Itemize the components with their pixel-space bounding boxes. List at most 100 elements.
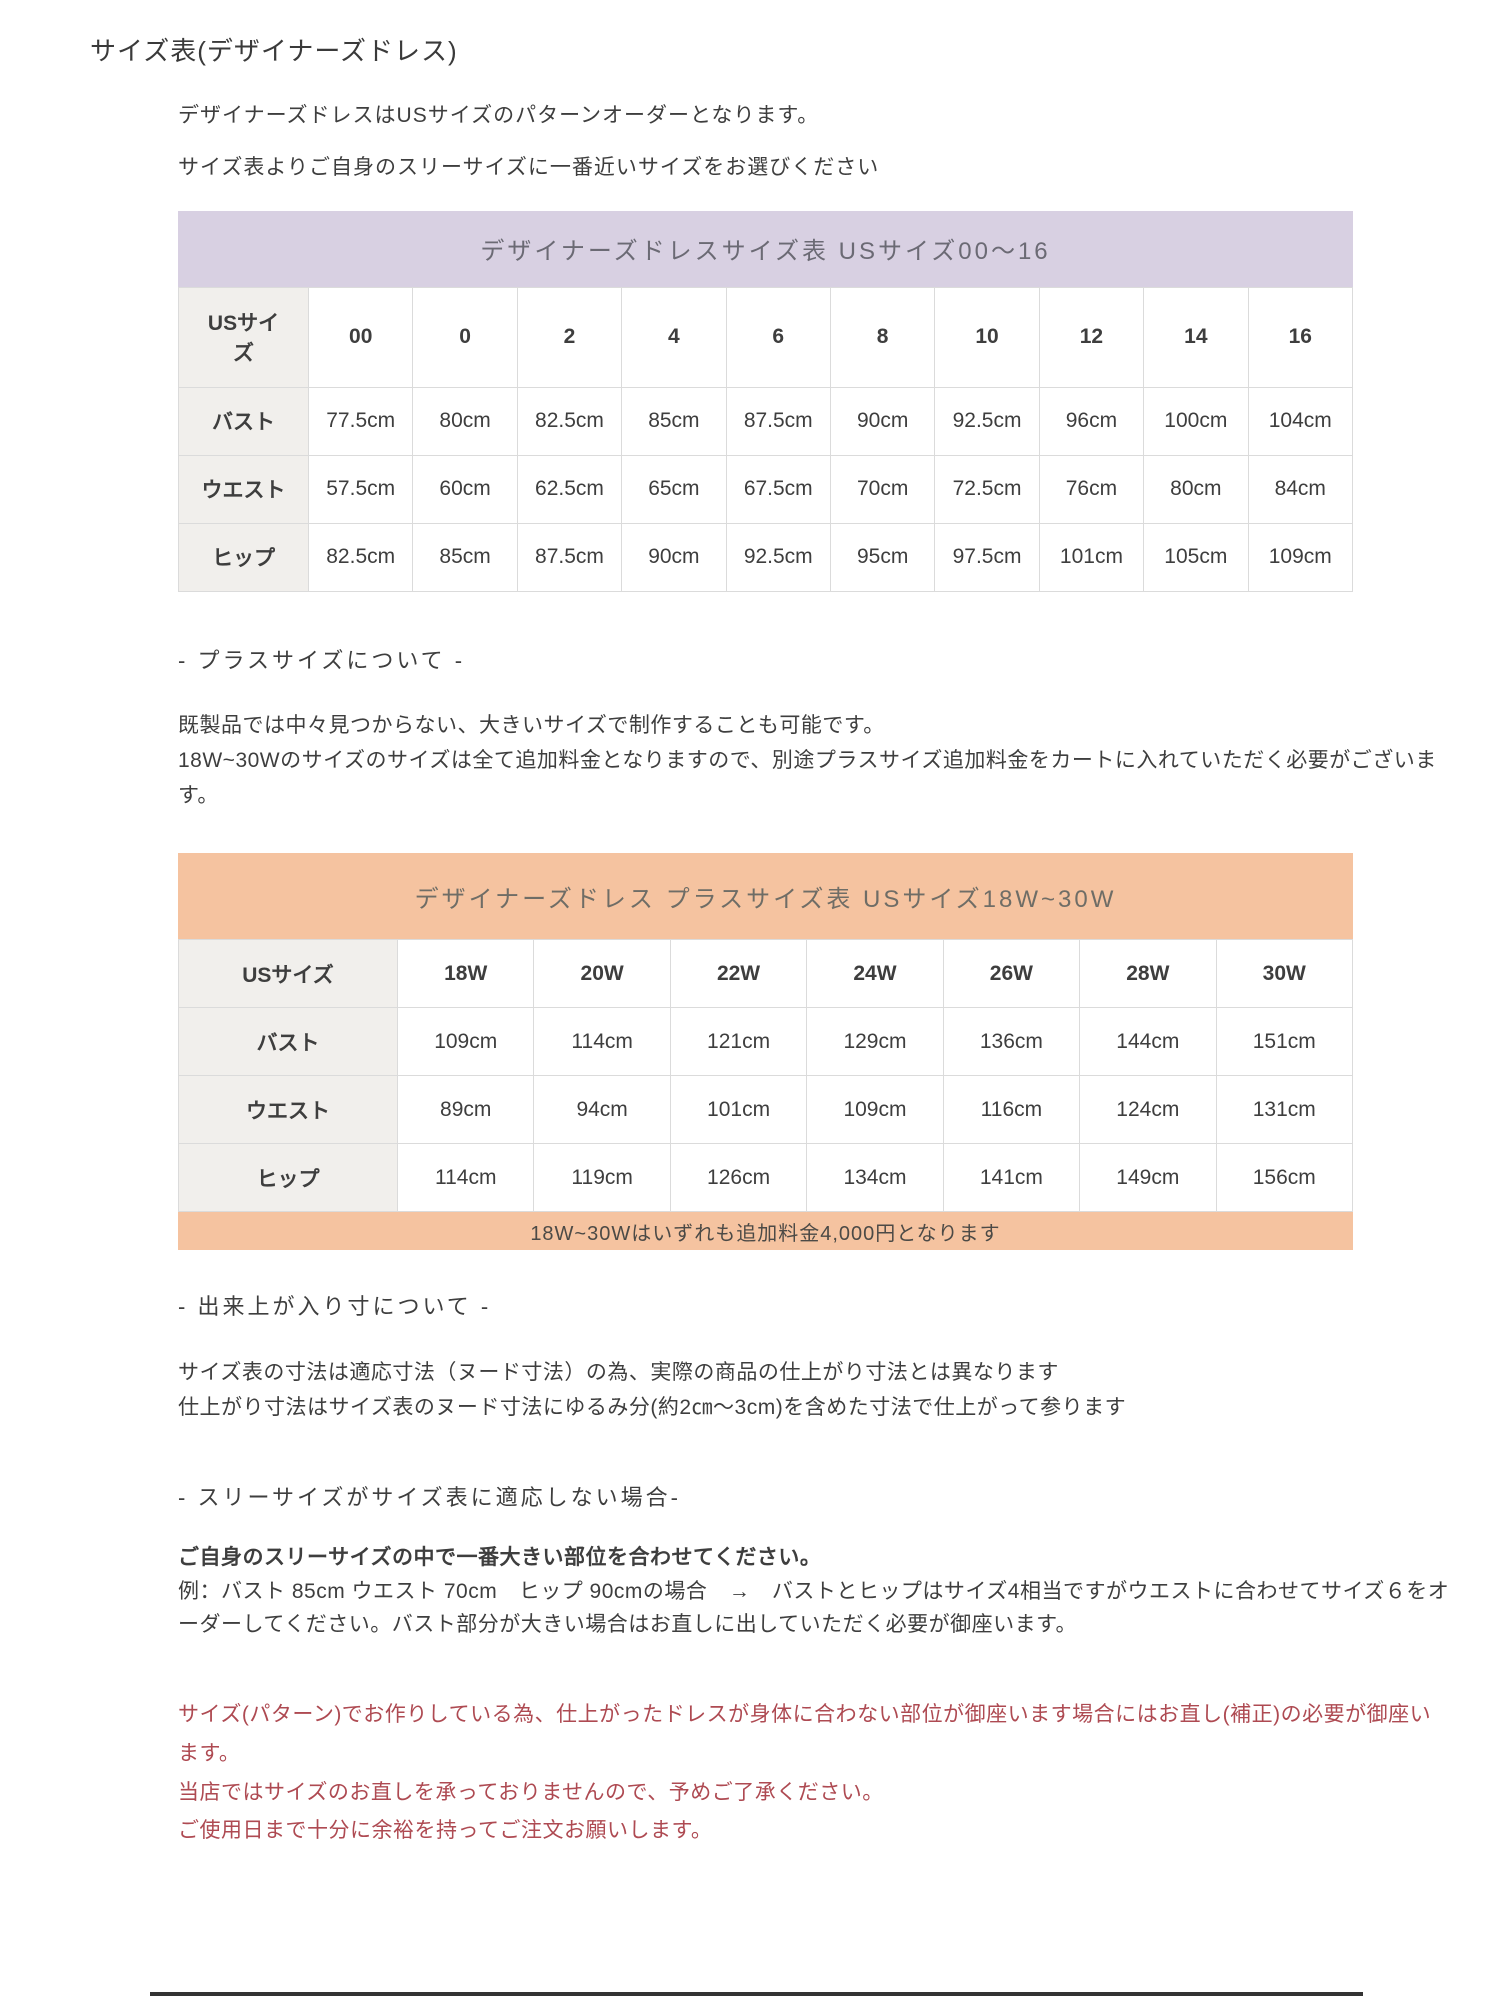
table-cell: 8: [829, 286, 936, 388]
table-cell: 62.5cm: [516, 454, 623, 524]
table-cell: 109cm: [1247, 522, 1354, 592]
table-cell: 149cm: [1079, 1143, 1217, 1213]
measurement-row: バスト 77.5cm 80cm 82.5cm 85cm 87.5cm 90cm 92.5cm 9…: [178, 386, 1354, 456]
row-label: バスト: [178, 386, 309, 456]
size-mismatch-example: 例：バスト 85cm ウエスト 70cm ヒップ 90cmの場合 → バストとヒ…: [178, 1579, 1450, 1637]
finished-size-line-2: 仕上がり寸法はサイズ表のヌード寸法にゆるみ分(約2㎝〜3cm)を含めた寸法で仕上…: [178, 1395, 1127, 1419]
table-cell: 92.5cm: [934, 386, 1040, 456]
table-cell: 24W: [806, 939, 944, 1009]
table-cell: 141cm: [942, 1143, 1081, 1213]
table-cell: 116cm: [942, 1075, 1081, 1145]
table-cell: 0: [412, 286, 518, 388]
table-cell: 70cm: [829, 454, 936, 524]
table-cell: 87.5cm: [725, 386, 831, 456]
table-cell: 20W: [533, 939, 671, 1009]
table-cell: 18W: [396, 939, 535, 1009]
finished-size-heading: - 出来上が入り寸について -: [178, 1294, 492, 1320]
table-cell: 124cm: [1079, 1075, 1217, 1145]
table-cell: 90cm: [621, 522, 727, 592]
table-cell: 121cm: [669, 1007, 808, 1077]
table-cell: 6: [725, 286, 831, 388]
intro-section: デザイナーズドレスはUSサイズのパターンオーダーとなります。 サイズ表よりご自身…: [178, 103, 1450, 180]
table-cell: 114cm: [396, 1143, 535, 1213]
table-cell: 94cm: [533, 1075, 671, 1145]
finished-size-description: サイズ表の寸法は適応寸法（ヌード寸法）の為、実際の商品の仕上がり寸法とは異なりま…: [178, 1355, 1450, 1425]
table-cell: 67.5cm: [725, 454, 831, 524]
table-cell: 80cm: [412, 386, 518, 456]
row-label: ヒップ: [178, 522, 309, 592]
table-cell: 126cm: [669, 1143, 808, 1213]
table-cell: 14: [1143, 286, 1249, 388]
size-chart-page: サイズ表(デザイナーズドレス) デザイナーズドレスはUSサイズのパターンオーダー…: [90, 36, 1450, 1851]
table-cell: 144cm: [1079, 1007, 1217, 1077]
row-label: バスト: [178, 1007, 398, 1077]
plus-size-heading: - プラスサイズについて -: [178, 647, 466, 673]
table-cell: 82.5cm: [307, 522, 414, 592]
table-cell: 119cm: [533, 1143, 671, 1213]
table-cell: 95cm: [829, 522, 936, 592]
plus-size-grid: USサイズ 18W 20W 22W 24W 26W 28W 30W バスト 109cm 114cm 1…: [178, 939, 1354, 1213]
standard-size-table: デザイナーズドレスサイズ表 USサイズ00〜16 USサイズ 00 0 2 4 6 8 10 1…: [178, 210, 1354, 592]
table-cell: 12: [1038, 286, 1145, 388]
table-cell: 114cm: [533, 1007, 671, 1077]
table-cell: 57.5cm: [307, 454, 414, 524]
table-cell: 105cm: [1143, 522, 1249, 592]
bottom-divider: [150, 1992, 1363, 1996]
table-cell: 90cm: [829, 386, 936, 456]
table-cell: 131cm: [1215, 1075, 1354, 1145]
finished-size-line-1: サイズ表の寸法は適応寸法（ヌード寸法）の為、実際の商品の仕上がり寸法とは異なりま…: [178, 1360, 1059, 1384]
table-cell: 129cm: [806, 1007, 944, 1077]
us-size-row: USサイズ 18W 20W 22W 24W 26W 28W 30W: [178, 939, 1354, 1009]
intro-line-2: サイズ表よりご自身のスリーサイズに一番近いサイズをお選びください: [178, 156, 880, 180]
alteration-notice: サイズ(パターン)でお作りしている為、仕上がったドレスが身体に合わない部位が御座…: [178, 1696, 1450, 1851]
table-cell: 100cm: [1143, 386, 1249, 456]
measurement-row: ヒップ 82.5cm 85cm 87.5cm 90cm 92.5cm 95cm 97.5cm 1…: [178, 522, 1354, 592]
table-cell: 00: [307, 286, 414, 388]
plus-size-table: デザイナーズドレス プラスサイズ表 USサイズ18W~30W USサイズ 18W 2…: [178, 853, 1354, 1251]
plus-table-footer-note: 18W~30Wはいずれも追加料金4,000円となります: [178, 1212, 1353, 1251]
table-cell: 82.5cm: [516, 386, 623, 456]
table-cell: 10: [934, 286, 1040, 388]
table-cell: 60cm: [412, 454, 518, 524]
measurement-row: バスト 109cm 114cm 121cm 129cm 136cm 144cm 151cm: [178, 1007, 1354, 1077]
page-title: サイズ表(デザイナーズドレス): [90, 36, 458, 66]
intro-line-1: デザイナーズドレスはUSサイズのパターンオーダーとなります。: [178, 104, 820, 128]
table-cell: 101cm: [669, 1075, 808, 1145]
table-cell: 76cm: [1038, 454, 1145, 524]
table-cell: 84cm: [1247, 454, 1354, 524]
row-label: ウエスト: [178, 1075, 398, 1145]
row-label: ウエスト: [178, 454, 309, 524]
plus-table-caption: デザイナーズドレス プラスサイズ表 USサイズ18W~30W: [178, 853, 1353, 940]
table-cell: 72.5cm: [934, 454, 1040, 524]
table-cell: 136cm: [942, 1007, 1081, 1077]
table-cell: 151cm: [1215, 1007, 1354, 1077]
table-cell: 65cm: [621, 454, 727, 524]
us-size-row: USサイズ 00 0 2 4 6 8 10 12 14 16: [178, 286, 1354, 388]
plus-size-line-1: 既製品では中々見つからない、大きいサイズで制作することも可能です。: [178, 713, 885, 737]
table-cell: 101cm: [1038, 522, 1145, 592]
standard-table-caption: デザイナーズドレスサイズ表 USサイズ00〜16: [178, 210, 1353, 287]
table-cell: 80cm: [1143, 454, 1249, 524]
measurement-row: ウエスト 57.5cm 60cm 62.5cm 65cm 67.5cm 70cm 72.5cm…: [178, 454, 1354, 524]
table-cell: 30W: [1215, 939, 1354, 1009]
table-cell: 26W: [942, 939, 1081, 1009]
table-cell: 109cm: [806, 1075, 944, 1145]
table-cell: 89cm: [396, 1075, 535, 1145]
table-cell: 85cm: [412, 522, 518, 592]
measurement-row: ヒップ 114cm 119cm 126cm 134cm 141cm 149cm 156cm: [178, 1143, 1354, 1213]
table-cell: 28W: [1079, 939, 1217, 1009]
notice-line-1: サイズ(パターン)でお作りしている為、仕上がったドレスが身体に合わない部位が御座…: [178, 1702, 1432, 1765]
table-cell: 77.5cm: [307, 386, 414, 456]
size-mismatch-description: ご自身のスリーサイズの中で一番大きい部位を合わせてください。 例：バスト 85c…: [178, 1541, 1450, 1642]
plus-size-line-2: 18W~30Wのサイズのサイズは全て追加料金となりますので、別途プラスサイズ追加…: [178, 749, 1437, 808]
table-cell: 134cm: [806, 1143, 944, 1213]
table-cell: 104cm: [1247, 386, 1354, 456]
plus-size-description: 既製品では中々見つからない、大きいサイズで制作することも可能です。 18W~30…: [178, 708, 1450, 813]
row-label: USサイズ: [178, 286, 309, 388]
content-area: デザイナーズドレスはUSサイズのパターンオーダーとなります。 サイズ表よりご自身…: [178, 103, 1450, 1851]
table-cell: 109cm: [396, 1007, 535, 1077]
table-cell: 156cm: [1215, 1143, 1354, 1213]
size-mismatch-bold-line: ご自身のスリーサイズの中で一番大きい部位を合わせてください。: [178, 1546, 822, 1570]
notice-line-2: 当店ではサイズのお直しを承っておりませんので、予めご了承ください。: [178, 1780, 884, 1804]
table-cell: 96cm: [1038, 386, 1145, 456]
